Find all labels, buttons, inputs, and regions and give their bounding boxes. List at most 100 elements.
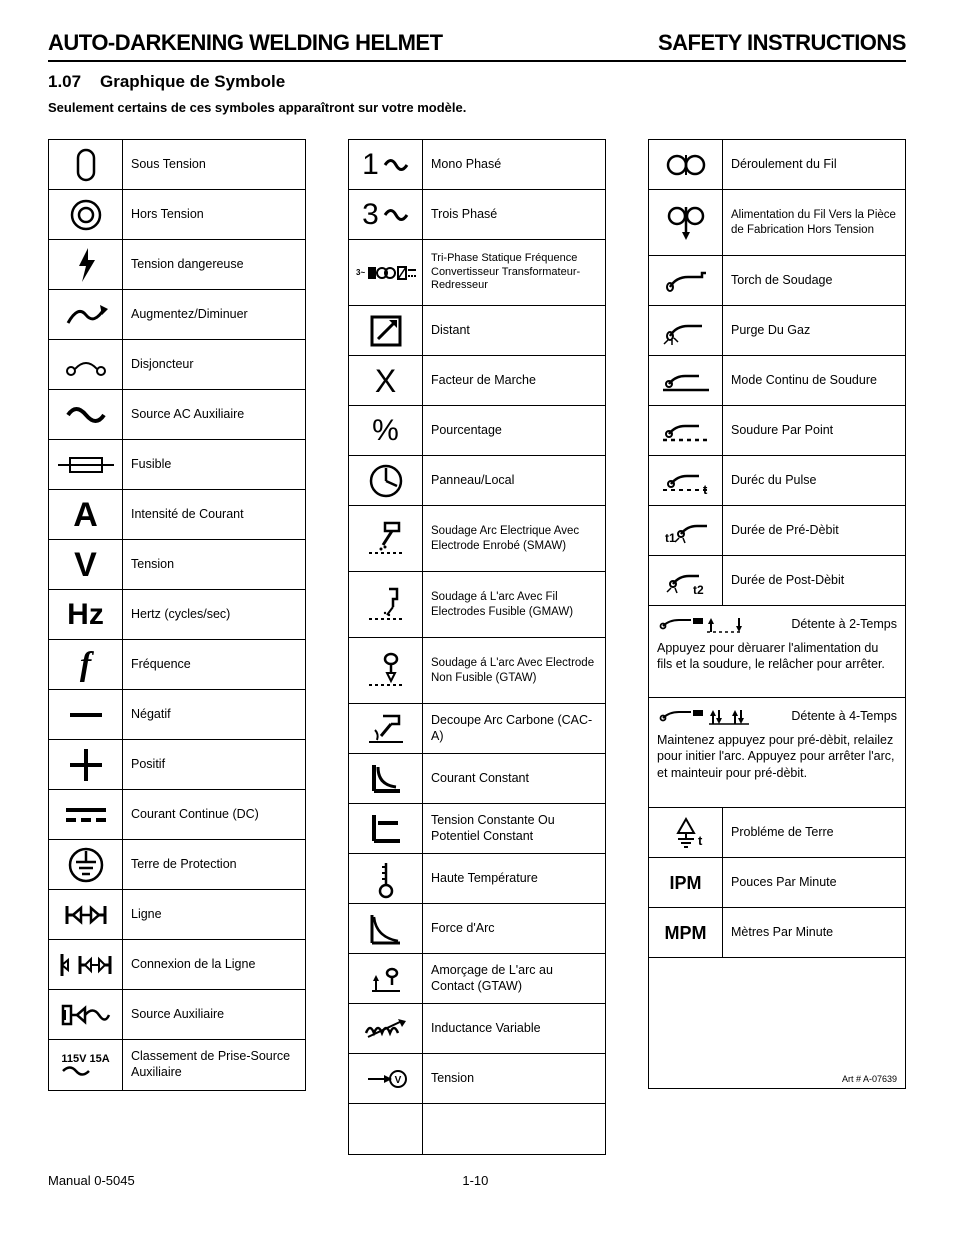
ground-icon xyxy=(49,840,123,889)
on-icon xyxy=(49,140,123,189)
symbol-label: Torch de Soudage xyxy=(723,256,905,305)
symbol-label: Tension Constante Ou Potentiel Constant xyxy=(423,804,605,853)
ac-aux-icon xyxy=(49,390,123,439)
duty-cycle-icon: X xyxy=(349,356,423,405)
hertz-icon: Hz xyxy=(49,590,123,639)
symbol-label: Distant xyxy=(423,306,605,355)
symbol-label: Facteur de Marche xyxy=(423,356,605,405)
symbol-label: Fréquence xyxy=(123,640,305,689)
ground-fault-icon: t xyxy=(649,808,723,857)
symbol-label: Panneau/Local xyxy=(423,456,605,505)
postflow-icon: t2 xyxy=(649,556,723,605)
symbol-column-2: 1Mono Phasé 3Trois Phasé 3~Tri-Phase Sta… xyxy=(348,139,606,1155)
symbol-label: Purge Du Gaz xyxy=(723,306,905,355)
aux-source-icon xyxy=(49,990,123,1039)
amperage-icon: A xyxy=(49,490,123,539)
symbol-label: Pourcentage xyxy=(423,406,605,455)
symbol-label: Amorçage de L'arc au Contact (GTAW) xyxy=(423,954,605,1003)
symbol-label: Tension xyxy=(123,540,305,589)
negative-icon xyxy=(49,690,123,739)
increase-decrease-icon xyxy=(49,290,123,339)
symbol-label: Soudage á L'arc Avec Fil Electrodes Fusi… xyxy=(423,572,605,637)
footer-page: 1-10 xyxy=(462,1173,488,1188)
panel-local-icon xyxy=(349,456,423,505)
cc-icon xyxy=(349,754,423,803)
symbol-label: Disjoncteur xyxy=(123,340,305,389)
svg-text:t: t xyxy=(698,833,703,848)
remote-icon xyxy=(349,306,423,355)
percent-icon: % xyxy=(349,406,423,455)
symbol-label: Source AC Auxiliaire xyxy=(123,390,305,439)
symbol-label: Alimentation du Fil Vers la Pièce de Fab… xyxy=(723,190,905,255)
symbol-label: Tension dangereuse xyxy=(123,240,305,289)
welding-torch-icon xyxy=(649,256,723,305)
variable-inductance-icon xyxy=(349,1004,423,1053)
symbol-label: Courant Continue (DC) xyxy=(123,790,305,839)
gtaw-icon xyxy=(349,638,423,703)
svg-text:3~: 3~ xyxy=(356,268,365,277)
two-step-icon xyxy=(657,612,747,636)
symbol-label: Mètres Par Minute xyxy=(723,908,905,957)
symbol-label: Classement de Prise-Source Auxiliaire xyxy=(123,1040,305,1090)
danger-voltage-icon xyxy=(49,240,123,289)
voltage-input-icon: V xyxy=(349,1054,423,1103)
symbol-label: Force d'Arc xyxy=(423,904,605,953)
symbol-label: Connexion de la Ligne xyxy=(123,940,305,989)
line-connection-icon xyxy=(49,940,123,989)
breaker-icon xyxy=(49,340,123,389)
symbol-label: Source Auxiliaire xyxy=(123,990,305,1039)
line-icon xyxy=(49,890,123,939)
symbol-column-3: Déroulement du Fil Alimentation du Fil V… xyxy=(648,139,906,1089)
receptacle-rating-icon: 115V 15A xyxy=(49,1040,123,1090)
symbol-label: Tri-Phase Statique Fréquence Convertisse… xyxy=(423,240,605,305)
gas-purge-icon xyxy=(649,306,723,355)
four-step-icon xyxy=(657,704,757,728)
page-footer: Manual 0-5045 1-10 xyxy=(48,1173,906,1188)
symbol-label: Hertz (cycles/sec) xyxy=(123,590,305,639)
symbol-label: Durée de Pré-Dèbit xyxy=(723,506,905,555)
symbol-label: Positif xyxy=(123,740,305,789)
ipm-icon: IPM xyxy=(649,858,723,907)
page-header: AUTO-DARKENING WELDING HELMET SAFETY INS… xyxy=(48,30,906,62)
header-right: SAFETY INSTRUCTIONS xyxy=(658,30,906,56)
art-reference: Art # A-07639 xyxy=(838,1072,901,1086)
symbol-label: Pouces Par Minute xyxy=(723,858,905,907)
four-step-title: Détente à 4-Temps xyxy=(791,709,897,723)
symbol-label: Ligne xyxy=(123,890,305,939)
cv-icon xyxy=(349,804,423,853)
svg-text:t1: t1 xyxy=(665,531,676,545)
frequency-icon: f xyxy=(49,640,123,689)
section-subtitle: Seulement certains de ces symboles appar… xyxy=(48,100,906,115)
symbol-columns: Sous Tension Hors Tension Tension danger… xyxy=(48,139,906,1155)
symbol-label: Fusible xyxy=(123,440,305,489)
smaw-icon xyxy=(349,506,423,571)
symbol-label: Tension xyxy=(423,1054,605,1103)
symbol-label: Courant Constant xyxy=(423,754,605,803)
gmaw-icon xyxy=(349,572,423,637)
symbol-label: Inductance Variable xyxy=(423,1004,605,1053)
symbol-label: Terre de Protection xyxy=(123,840,305,889)
spot-weld-icon xyxy=(649,406,723,455)
dc-icon xyxy=(49,790,123,839)
symbol-label: Soudage Arc Electrique Avec Electrode En… xyxy=(423,506,605,571)
two-step-body: Appuyez pour dèruarer l'alimentation du … xyxy=(657,640,897,673)
off-icon xyxy=(49,190,123,239)
symbol-label: Soudage á L'arc Avec Electrode Non Fusib… xyxy=(423,638,605,703)
symbol-label: Sous Tension xyxy=(123,140,305,189)
symbol-label: Soudure Par Point xyxy=(723,406,905,455)
wire-feed-towards-icon xyxy=(649,190,723,255)
svg-text:t: t xyxy=(703,482,708,497)
pulse-duration-icon: t xyxy=(649,456,723,505)
arc-force-icon xyxy=(349,904,423,953)
symbol-label: Decoupe Arc Carbone (CAC-A) xyxy=(423,704,605,753)
four-step-body: Maintenez appuyez pour pré-dèbit, relail… xyxy=(657,732,897,781)
symbol-label: Durée de Post-Dèbit xyxy=(723,556,905,605)
header-left: AUTO-DARKENING WELDING HELMET xyxy=(48,30,443,56)
symbol-label: Haute Température xyxy=(423,854,605,903)
symbol-label: Déroulement du Fil xyxy=(723,140,905,189)
continuous-weld-icon xyxy=(649,356,723,405)
wire-feed-icon xyxy=(649,140,723,189)
symbol-label: Négatif xyxy=(123,690,305,739)
fuse-icon xyxy=(49,440,123,489)
symbol-column-1: Sous Tension Hors Tension Tension danger… xyxy=(48,139,306,1091)
